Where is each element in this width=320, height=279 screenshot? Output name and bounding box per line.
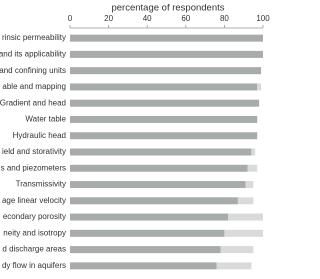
- x-tick-label: 100: [256, 14, 270, 23]
- bar-segment: [70, 246, 221, 254]
- bar-segment: [237, 197, 254, 205]
- bar-segment: [245, 181, 254, 189]
- y-tick-label: rinsic permeability: [2, 33, 66, 42]
- y-tick-label: age linear velocity: [2, 196, 66, 205]
- x-tick-label: 40: [143, 14, 152, 23]
- bar-segment: [70, 229, 225, 237]
- bar-segment: [70, 115, 258, 123]
- bar-segment: [247, 164, 258, 172]
- bar-segment: [257, 83, 262, 91]
- y-tick-label: dy flow in aquifers: [2, 261, 66, 270]
- bar-segment: [70, 83, 258, 91]
- y-tick-label: and confining units: [0, 66, 66, 75]
- bar-segment: [224, 229, 263, 237]
- bar-segment: [228, 213, 263, 221]
- page: {"chart_data": {"type": "stacked-barh", …: [0, 2, 271, 270]
- y-tick-label: ield and storativity: [2, 147, 66, 156]
- bar-segment: [70, 164, 248, 172]
- bar-segment: [70, 213, 229, 221]
- bar-segment: [216, 262, 252, 270]
- x-tick-label: 0: [68, 14, 73, 23]
- x-tick-label: 60: [181, 14, 190, 23]
- bar-segment: [70, 181, 246, 189]
- bar-segment: [70, 132, 258, 140]
- bar-segment: [70, 34, 263, 42]
- x-tick-label: 20: [104, 14, 113, 23]
- bar-segment: [70, 99, 260, 107]
- x-tick-label: 80: [220, 14, 229, 23]
- axis-title: percentage of respondents: [111, 3, 224, 14]
- y-tick-label: Gradient and head: [0, 98, 66, 107]
- bar-segment: [70, 148, 252, 156]
- bar-segment: [70, 262, 217, 270]
- y-tick-label: s and piezometers: [1, 163, 66, 172]
- y-tick-label: able and mapping: [2, 82, 66, 91]
- y-tick-label: Transmissivity: [16, 180, 66, 189]
- y-tick-label: neity and isotropy: [3, 228, 66, 237]
- y-tick-label: and its applicability: [0, 50, 66, 59]
- bar-segment: [70, 67, 262, 75]
- y-tick-label: econdary porosity: [3, 212, 66, 221]
- bar-segment: [251, 148, 256, 156]
- bar-segment: [70, 50, 263, 58]
- bar-segment: [70, 197, 238, 205]
- chart: percentage of respondents 0 20 40 60 80 100 ri…: [0, 3, 270, 270]
- bar-segment: [220, 246, 254, 254]
- y-tick-label: d discharge areas: [2, 245, 66, 254]
- y-tick-label: Water table: [25, 115, 66, 124]
- y-tick-label: Hydraulic head: [13, 131, 66, 140]
